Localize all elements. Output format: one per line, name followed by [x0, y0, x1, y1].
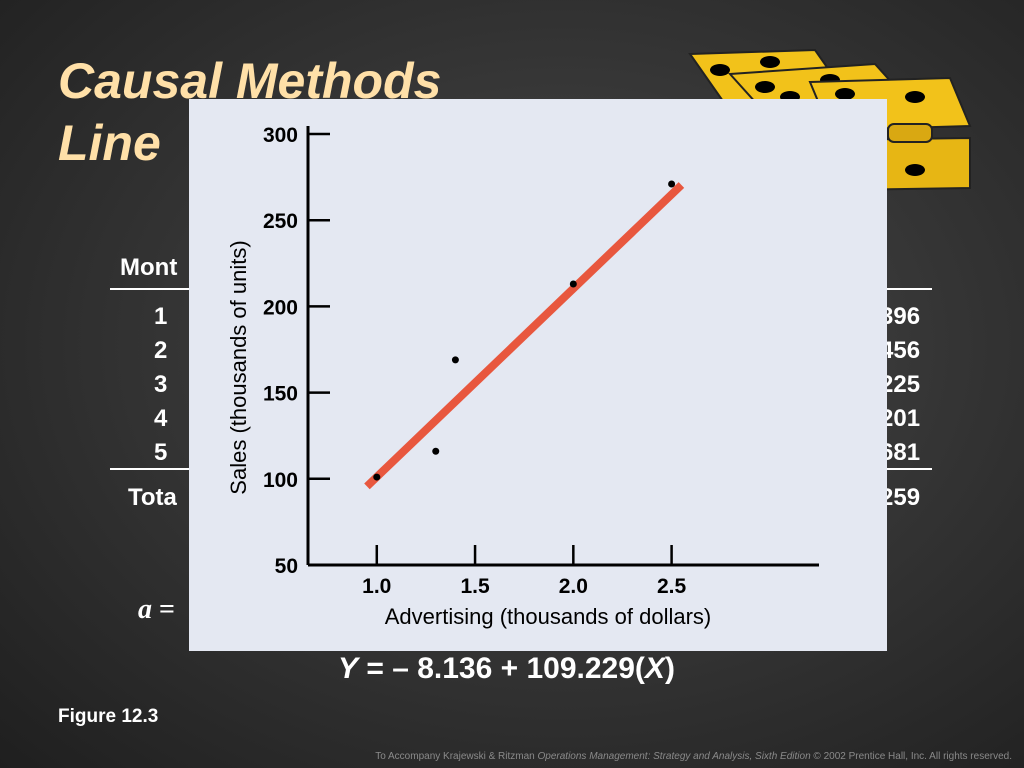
scatter-chart: 300 250 200 150 100 50 1.0 1.5 2.0 2.5 Advertising…: [226, 124, 819, 629]
regression-line: [364, 182, 685, 490]
y-axis-title: Sales (thousands of units): [226, 240, 251, 494]
equation-middle: = – 8.136 + 109.229(: [358, 652, 645, 685]
x-axis-title: Advertising (thousands of dollars): [385, 604, 712, 629]
regression-equation: Y = – 8.136 + 109.229(X): [338, 652, 675, 686]
data-point: [451, 356, 459, 364]
footer-prefix: To Accompany Krajewski & Ritzman: [375, 751, 535, 762]
equation-x-variable: X: [644, 652, 665, 685]
footer-book-title: Operations Management: Strategy and Anal…: [537, 751, 811, 762]
variable-a: a: [138, 594, 152, 625]
y-tick-label: 250: [263, 210, 298, 233]
x-tick-label: 1.5: [460, 575, 490, 598]
x-tick-label: 2.0: [559, 575, 588, 598]
equals-sign: =: [159, 594, 175, 625]
scatter-chart-panel: 300 250 200 150 100 50 1.0 1.5 2.0 2.5 Advertising…: [189, 99, 887, 651]
y-tick-label: 200: [263, 296, 298, 319]
footer-suffix: © 2002 Prentice Hall, Inc. All rights re…: [813, 751, 1012, 762]
copyright-footer: To Accompany Krajewski & Ritzman Operati…: [375, 751, 1012, 762]
x-tick-label: 1.0: [362, 575, 391, 598]
data-point: [569, 280, 577, 288]
month-cell: 1: [154, 303, 168, 330]
y-tick-label: 300: [263, 124, 298, 147]
figure-label: Figure 12.3: [58, 706, 159, 727]
title-line-2: Line: [58, 115, 161, 171]
equation-y-variable: Y: [338, 652, 359, 685]
month-cell: 4: [154, 405, 168, 432]
equation-fragment-a: a =: [138, 594, 175, 626]
y-tick-label: 50: [275, 555, 298, 578]
data-point: [668, 180, 676, 188]
x-tick-label: 2.5: [657, 575, 687, 598]
data-point: [432, 447, 440, 455]
month-cell: 5: [154, 439, 168, 466]
equation-close: ): [664, 652, 675, 685]
month-cell: 3: [154, 371, 168, 398]
data-point: [373, 473, 381, 481]
month-column-header: Mont: [120, 254, 178, 281]
y-tick-label: 100: [263, 469, 298, 492]
month-cell: 2: [154, 337, 168, 364]
total-label: Tota: [128, 484, 177, 511]
y-tick-label: 150: [263, 383, 298, 406]
